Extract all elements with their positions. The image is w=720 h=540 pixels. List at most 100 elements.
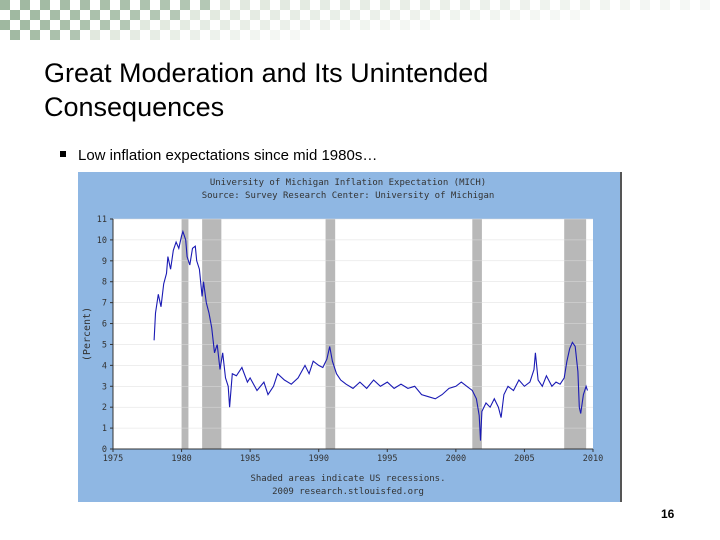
checker-square (90, 10, 100, 20)
checker-square (540, 0, 550, 10)
y-tick-labels: 0 1 2 3 4 5 6 7 8 9 10 11 (97, 215, 113, 455)
checker-square (180, 20, 190, 30)
checker-square (20, 0, 30, 10)
checker-square (420, 0, 430, 10)
checker-square (340, 20, 350, 30)
checker-square (90, 30, 100, 40)
checker-square (170, 10, 180, 20)
checker-square (470, 10, 480, 20)
checker-square (180, 0, 190, 10)
checker-square (380, 0, 390, 10)
checker-square (200, 0, 210, 10)
checker-square (450, 10, 460, 20)
checker-square (300, 0, 310, 10)
checker-square (280, 0, 290, 10)
checker-square (290, 30, 300, 40)
inflation-expectation-chart: University of Michigan Inflation Expecta… (82, 178, 603, 497)
square-bullet-icon (60, 151, 66, 158)
y-tick-label: 0 (102, 445, 107, 455)
checker-square (220, 0, 230, 10)
checker-square (210, 10, 220, 20)
checker-square (680, 0, 690, 10)
checker-square (220, 20, 230, 30)
checker-square (0, 20, 10, 30)
checker-square (170, 30, 180, 40)
chart-title: University of Michigan Inflation Expecta… (210, 178, 486, 188)
checker-square (250, 30, 260, 40)
plot-area (113, 219, 593, 449)
checker-square (160, 20, 170, 30)
checker-square (110, 10, 120, 20)
recession-band (325, 219, 336, 449)
y-tick-label: 6 (102, 320, 107, 330)
checker-square (460, 0, 470, 10)
checker-square (150, 30, 160, 40)
checker-square (200, 20, 210, 30)
checker-square (60, 0, 70, 10)
checker-square (240, 0, 250, 10)
series-line-mich (153, 229, 589, 441)
chart-footer-recessions: Shaded areas indicate US recessions. (250, 474, 445, 484)
checker-square (390, 10, 400, 20)
checker-square (50, 30, 60, 40)
checker-square (300, 20, 310, 30)
decorative-checker-banner (0, 0, 710, 40)
recession-band (181, 219, 189, 449)
x-tick-label: 2010 (583, 454, 603, 464)
checker-square (30, 10, 40, 20)
checker-square (500, 0, 510, 10)
y-tick-label: 2 (102, 403, 107, 413)
checker-square (210, 30, 220, 40)
checker-square (310, 10, 320, 20)
checker-square (230, 30, 240, 40)
y-tick-label: 4 (102, 361, 107, 371)
checker-square (380, 20, 390, 30)
checker-square (360, 20, 370, 30)
checker-square (550, 10, 560, 20)
x-tick-label: 2000 (446, 454, 466, 464)
checker-square (140, 0, 150, 10)
checker-square (440, 0, 450, 10)
y-tick-label: 3 (102, 382, 107, 392)
checker-square (30, 30, 40, 40)
x-tick-label: 2005 (514, 454, 534, 464)
x-tick-label: 1995 (377, 454, 397, 464)
recession-band (202, 219, 222, 449)
slide-title-line1: Great Moderation and Its Unintended (44, 58, 489, 88)
checker-square (260, 0, 270, 10)
checker-square (370, 10, 380, 20)
checker-square (80, 20, 90, 30)
x-tick-label: 1985 (240, 454, 260, 464)
y-tick-label: 8 (102, 278, 107, 288)
checker-square (120, 20, 130, 30)
recession-bands (181, 219, 587, 449)
chart-source: Source: Survey Research Center: Universi… (202, 191, 495, 201)
checker-square (430, 10, 440, 20)
checker-square (250, 10, 260, 20)
y-tick-label: 1 (102, 424, 107, 434)
checker-square (700, 0, 710, 10)
checker-square (420, 20, 430, 30)
slide-title: Great Moderation and Its Unintended Cons… (44, 56, 664, 124)
checker-square (150, 10, 160, 20)
checker-square (70, 10, 80, 20)
checker-square (410, 10, 420, 20)
checker-square (340, 0, 350, 10)
checker-square (10, 10, 20, 20)
checker-square (570, 10, 580, 20)
checker-square (620, 0, 630, 10)
checker-square (20, 20, 30, 30)
checker-square (290, 10, 300, 20)
checker-square (400, 0, 410, 10)
x-tick-labels: 1975 1980 1985 1990 1995 2000 2005 2010 (103, 449, 603, 464)
x-tick-label: 1980 (171, 454, 191, 464)
checker-square (640, 0, 650, 10)
y-tick-label: 5 (102, 340, 107, 350)
checker-square (40, 20, 50, 30)
checker-square (40, 0, 50, 10)
checker-square (80, 0, 90, 10)
y-tick-label: 9 (102, 257, 107, 267)
checker-square (230, 10, 240, 20)
y-axis-label: (Percent) (82, 307, 93, 361)
checker-square (100, 0, 110, 10)
